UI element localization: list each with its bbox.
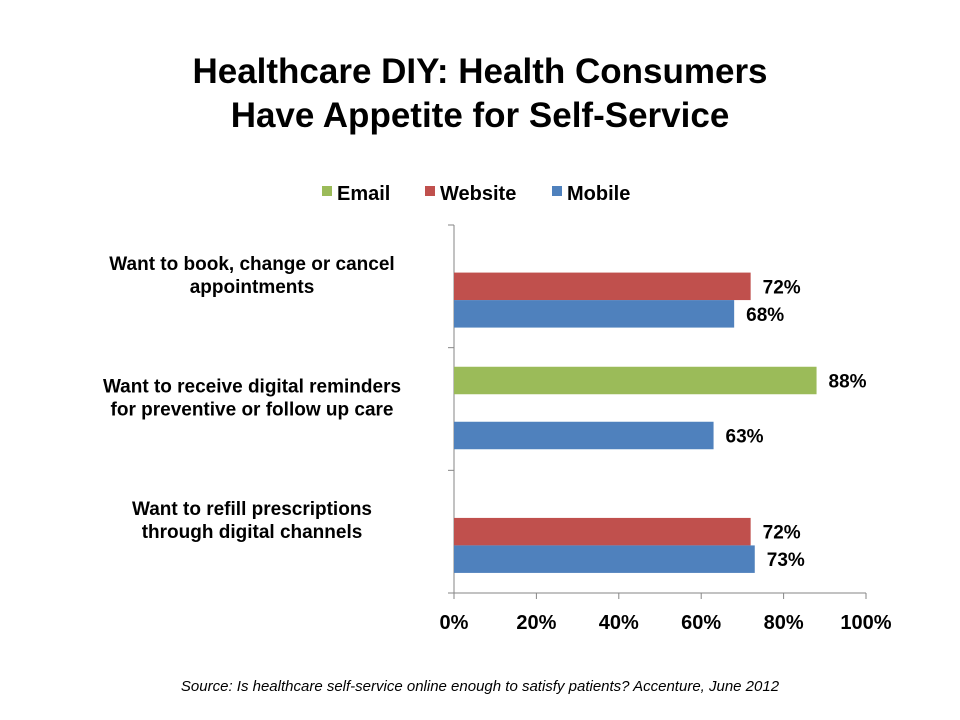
legend-label-website: Website [440,183,516,205]
x-tick-label: 100% [840,612,891,634]
x-tick-label: 80% [764,612,804,634]
chart-title-line-1: Healthcare DIY: Health Consumers [192,52,768,91]
legend-swatch-email [322,186,332,196]
legend-label-email: Email [337,183,390,205]
category-label: Want to book, change or cancel [109,254,394,275]
x-tick-label: 0% [440,612,469,634]
legend-swatch-website [425,186,435,196]
legend-swatch-mobile [552,186,562,196]
data-label-website: 72% [763,523,801,544]
x-tick-label: 20% [516,612,556,634]
legend-label-mobile: Mobile [567,183,630,205]
x-tick-label: 60% [681,612,721,634]
bar-mobile [454,545,755,573]
x-tick-label: 40% [599,612,639,634]
data-label-mobile: 63% [726,427,764,448]
data-label-website: 72% [763,277,801,298]
chart-title-line-2: Have Appetite for Self-Service [230,96,730,135]
bar-mobile [454,300,735,328]
category-label: Want to receive digital reminders [103,377,401,398]
data-label-email: 88% [829,372,867,393]
data-label-mobile: 68% [746,305,784,326]
source-note: Source: Is healthcare self-service onlin… [180,678,780,695]
bar-mobile [454,421,714,450]
bar-website [454,517,751,546]
bar-email [454,366,817,395]
category-label: Want to refill prescriptions [132,499,372,520]
category-label: for preventive or follow up care [111,400,394,421]
category-label: appointments [190,277,315,298]
data-label-mobile: 73% [767,550,805,571]
chart-title: Healthcare DIY: Health Consumers Have Ap… [0,50,960,138]
bar-website [454,272,751,301]
category-label: through digital channels [142,522,363,543]
